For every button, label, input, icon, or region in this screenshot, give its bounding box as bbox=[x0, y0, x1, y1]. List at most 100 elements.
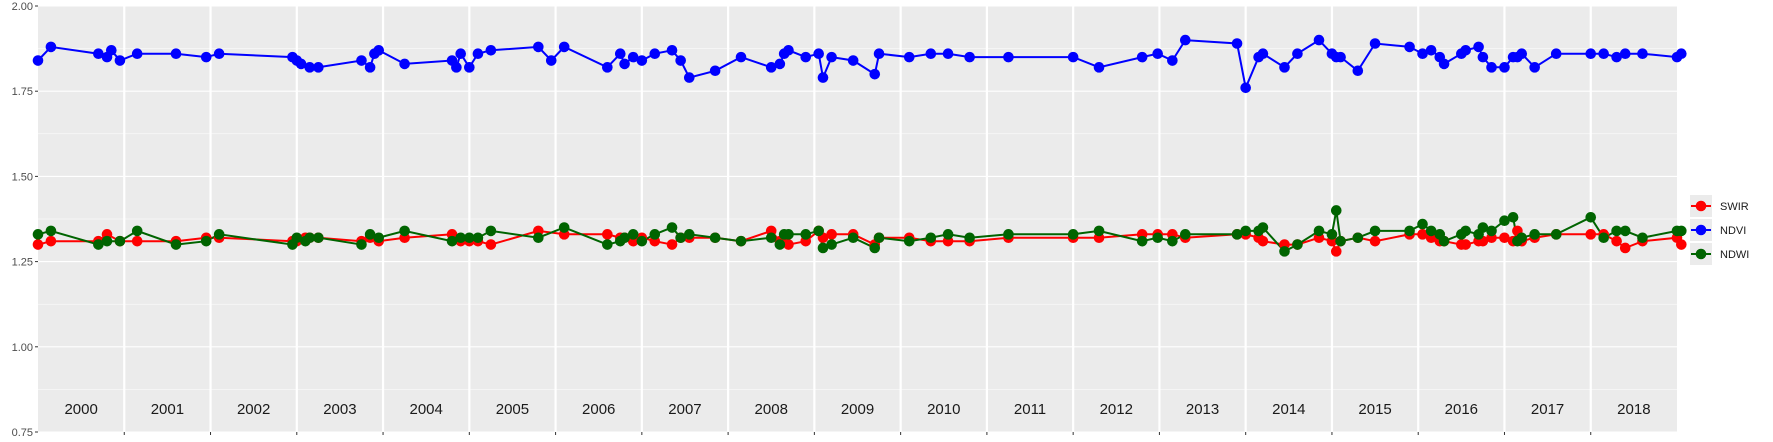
data-point-ndwi bbox=[735, 235, 747, 247]
data-point-ndwi bbox=[1257, 222, 1269, 233]
data-point-swir bbox=[783, 239, 794, 250]
data-point-ndvi bbox=[800, 51, 812, 63]
data-point-swir bbox=[1417, 229, 1428, 240]
data-point-ndvi bbox=[869, 68, 881, 80]
data-point-ndvi bbox=[709, 65, 721, 77]
year-label: 2008 bbox=[755, 401, 788, 418]
data-point-ndvi bbox=[464, 62, 475, 73]
data-point-ndwi bbox=[1585, 211, 1597, 223]
data-point-ndwi bbox=[774, 239, 786, 250]
y-tick-label: 0.75 bbox=[12, 427, 33, 439]
data-point-ndwi bbox=[131, 225, 143, 237]
data-point-ndvi bbox=[847, 55, 859, 66]
data-point-ndwi bbox=[93, 239, 104, 250]
data-point-ndwi bbox=[455, 232, 466, 244]
data-point-ndwi bbox=[675, 232, 686, 244]
data-point-ndvi bbox=[964, 51, 975, 63]
data-point-ndwi bbox=[765, 232, 777, 244]
data-point-ndvi bbox=[1313, 34, 1325, 46]
data-point-ndwi bbox=[1676, 225, 1687, 237]
data-point-swir bbox=[1460, 239, 1471, 250]
data-point-ndwi bbox=[873, 232, 885, 244]
data-point-ndvi bbox=[1637, 48, 1648, 60]
data-point-ndvi bbox=[1067, 51, 1079, 63]
legend-key-ndwi bbox=[1695, 248, 1707, 260]
data-point-ndvi bbox=[826, 51, 837, 63]
data-point-ndwi bbox=[649, 229, 661, 240]
year-label: 2003 bbox=[323, 401, 356, 418]
data-point-swir bbox=[32, 239, 44, 250]
y-tick-label: 1.25 bbox=[12, 257, 33, 269]
data-point-swir bbox=[602, 229, 613, 240]
year-label: 2018 bbox=[1617, 401, 1650, 418]
legend-label-ndwi: NDWI bbox=[1720, 249, 1749, 261]
data-point-ndvi bbox=[873, 48, 885, 60]
y-tick-label: 1.00 bbox=[12, 342, 33, 354]
data-point-swir bbox=[1619, 242, 1631, 254]
data-point-ndwi bbox=[1003, 229, 1014, 240]
data-point-ndvi bbox=[783, 45, 794, 56]
data-point-ndwi bbox=[666, 222, 678, 233]
data-point-ndwi bbox=[1167, 235, 1178, 247]
data-point-ndvi bbox=[45, 41, 57, 53]
data-point-ndwi bbox=[1335, 235, 1346, 247]
data-point-ndwi bbox=[964, 232, 975, 244]
data-point-ndvi bbox=[619, 58, 630, 70]
data-point-ndvi bbox=[1136, 51, 1148, 63]
grid-minor bbox=[38, 48, 1677, 390]
data-point-ndvi bbox=[1003, 51, 1014, 63]
year-label: 2013 bbox=[1186, 401, 1219, 418]
data-point-swir bbox=[485, 239, 497, 250]
data-point-swir bbox=[1676, 239, 1687, 250]
data-point-ndvi bbox=[1529, 62, 1540, 73]
data-point-ndwi bbox=[783, 229, 794, 240]
data-point-ndvi bbox=[472, 48, 484, 60]
data-point-ndvi bbox=[114, 55, 126, 66]
grid-major bbox=[38, 5, 1677, 433]
data-point-ndwi bbox=[304, 232, 316, 244]
data-point-ndwi bbox=[1598, 232, 1609, 244]
data-point-ndvi bbox=[636, 55, 648, 66]
data-point-ndvi bbox=[200, 51, 212, 63]
year-label: 2001 bbox=[151, 401, 184, 418]
data-point-ndvi bbox=[1619, 48, 1631, 60]
data-point-ndwi bbox=[683, 229, 695, 240]
data-point-swir bbox=[45, 235, 57, 247]
data-point-ndwi bbox=[356, 239, 367, 250]
data-point-ndvi bbox=[1516, 48, 1528, 60]
year-label: 2007 bbox=[668, 401, 701, 418]
legend-label-ndvi: NDVI bbox=[1720, 225, 1746, 237]
data-point-ndvi bbox=[373, 45, 385, 56]
data-point-ndvi bbox=[774, 58, 786, 70]
year-label: 2010 bbox=[927, 401, 960, 418]
data-point-ndwi bbox=[1516, 232, 1528, 244]
data-point-swir bbox=[1257, 235, 1269, 247]
data-point-ndwi bbox=[558, 222, 570, 233]
data-point-ndvi bbox=[1438, 58, 1450, 70]
data-point-ndwi bbox=[1330, 205, 1342, 216]
data-point-ndvi bbox=[213, 48, 225, 60]
x-axis-ticks bbox=[123, 432, 1592, 435]
year-label: 2012 bbox=[1100, 401, 1133, 418]
data-point-ndwi bbox=[800, 229, 812, 240]
data-point-ndvi bbox=[1598, 48, 1609, 60]
y-tick-label: 1.75 bbox=[12, 86, 33, 98]
data-point-ndwi bbox=[373, 232, 385, 244]
data-point-ndvi bbox=[1585, 48, 1597, 60]
data-point-ndwi bbox=[472, 232, 484, 244]
data-point-ndvi bbox=[675, 55, 686, 66]
data-point-ndwi bbox=[636, 235, 648, 247]
data-point-ndwi bbox=[942, 229, 954, 240]
data-point-swir bbox=[131, 235, 143, 247]
data-point-ndwi bbox=[1279, 246, 1290, 257]
data-point-ndvi bbox=[1167, 55, 1178, 66]
data-point-ndvi bbox=[602, 62, 613, 73]
data-point-ndwi bbox=[1313, 225, 1325, 237]
data-point-ndwi bbox=[32, 229, 44, 240]
data-point-ndwi bbox=[446, 235, 458, 247]
data-point-ndwi bbox=[1404, 225, 1415, 237]
year-label: 2002 bbox=[237, 401, 270, 418]
data-point-ndvi bbox=[1180, 34, 1191, 46]
data-point-swir bbox=[1611, 235, 1622, 247]
data-point-ndvi bbox=[942, 48, 954, 60]
